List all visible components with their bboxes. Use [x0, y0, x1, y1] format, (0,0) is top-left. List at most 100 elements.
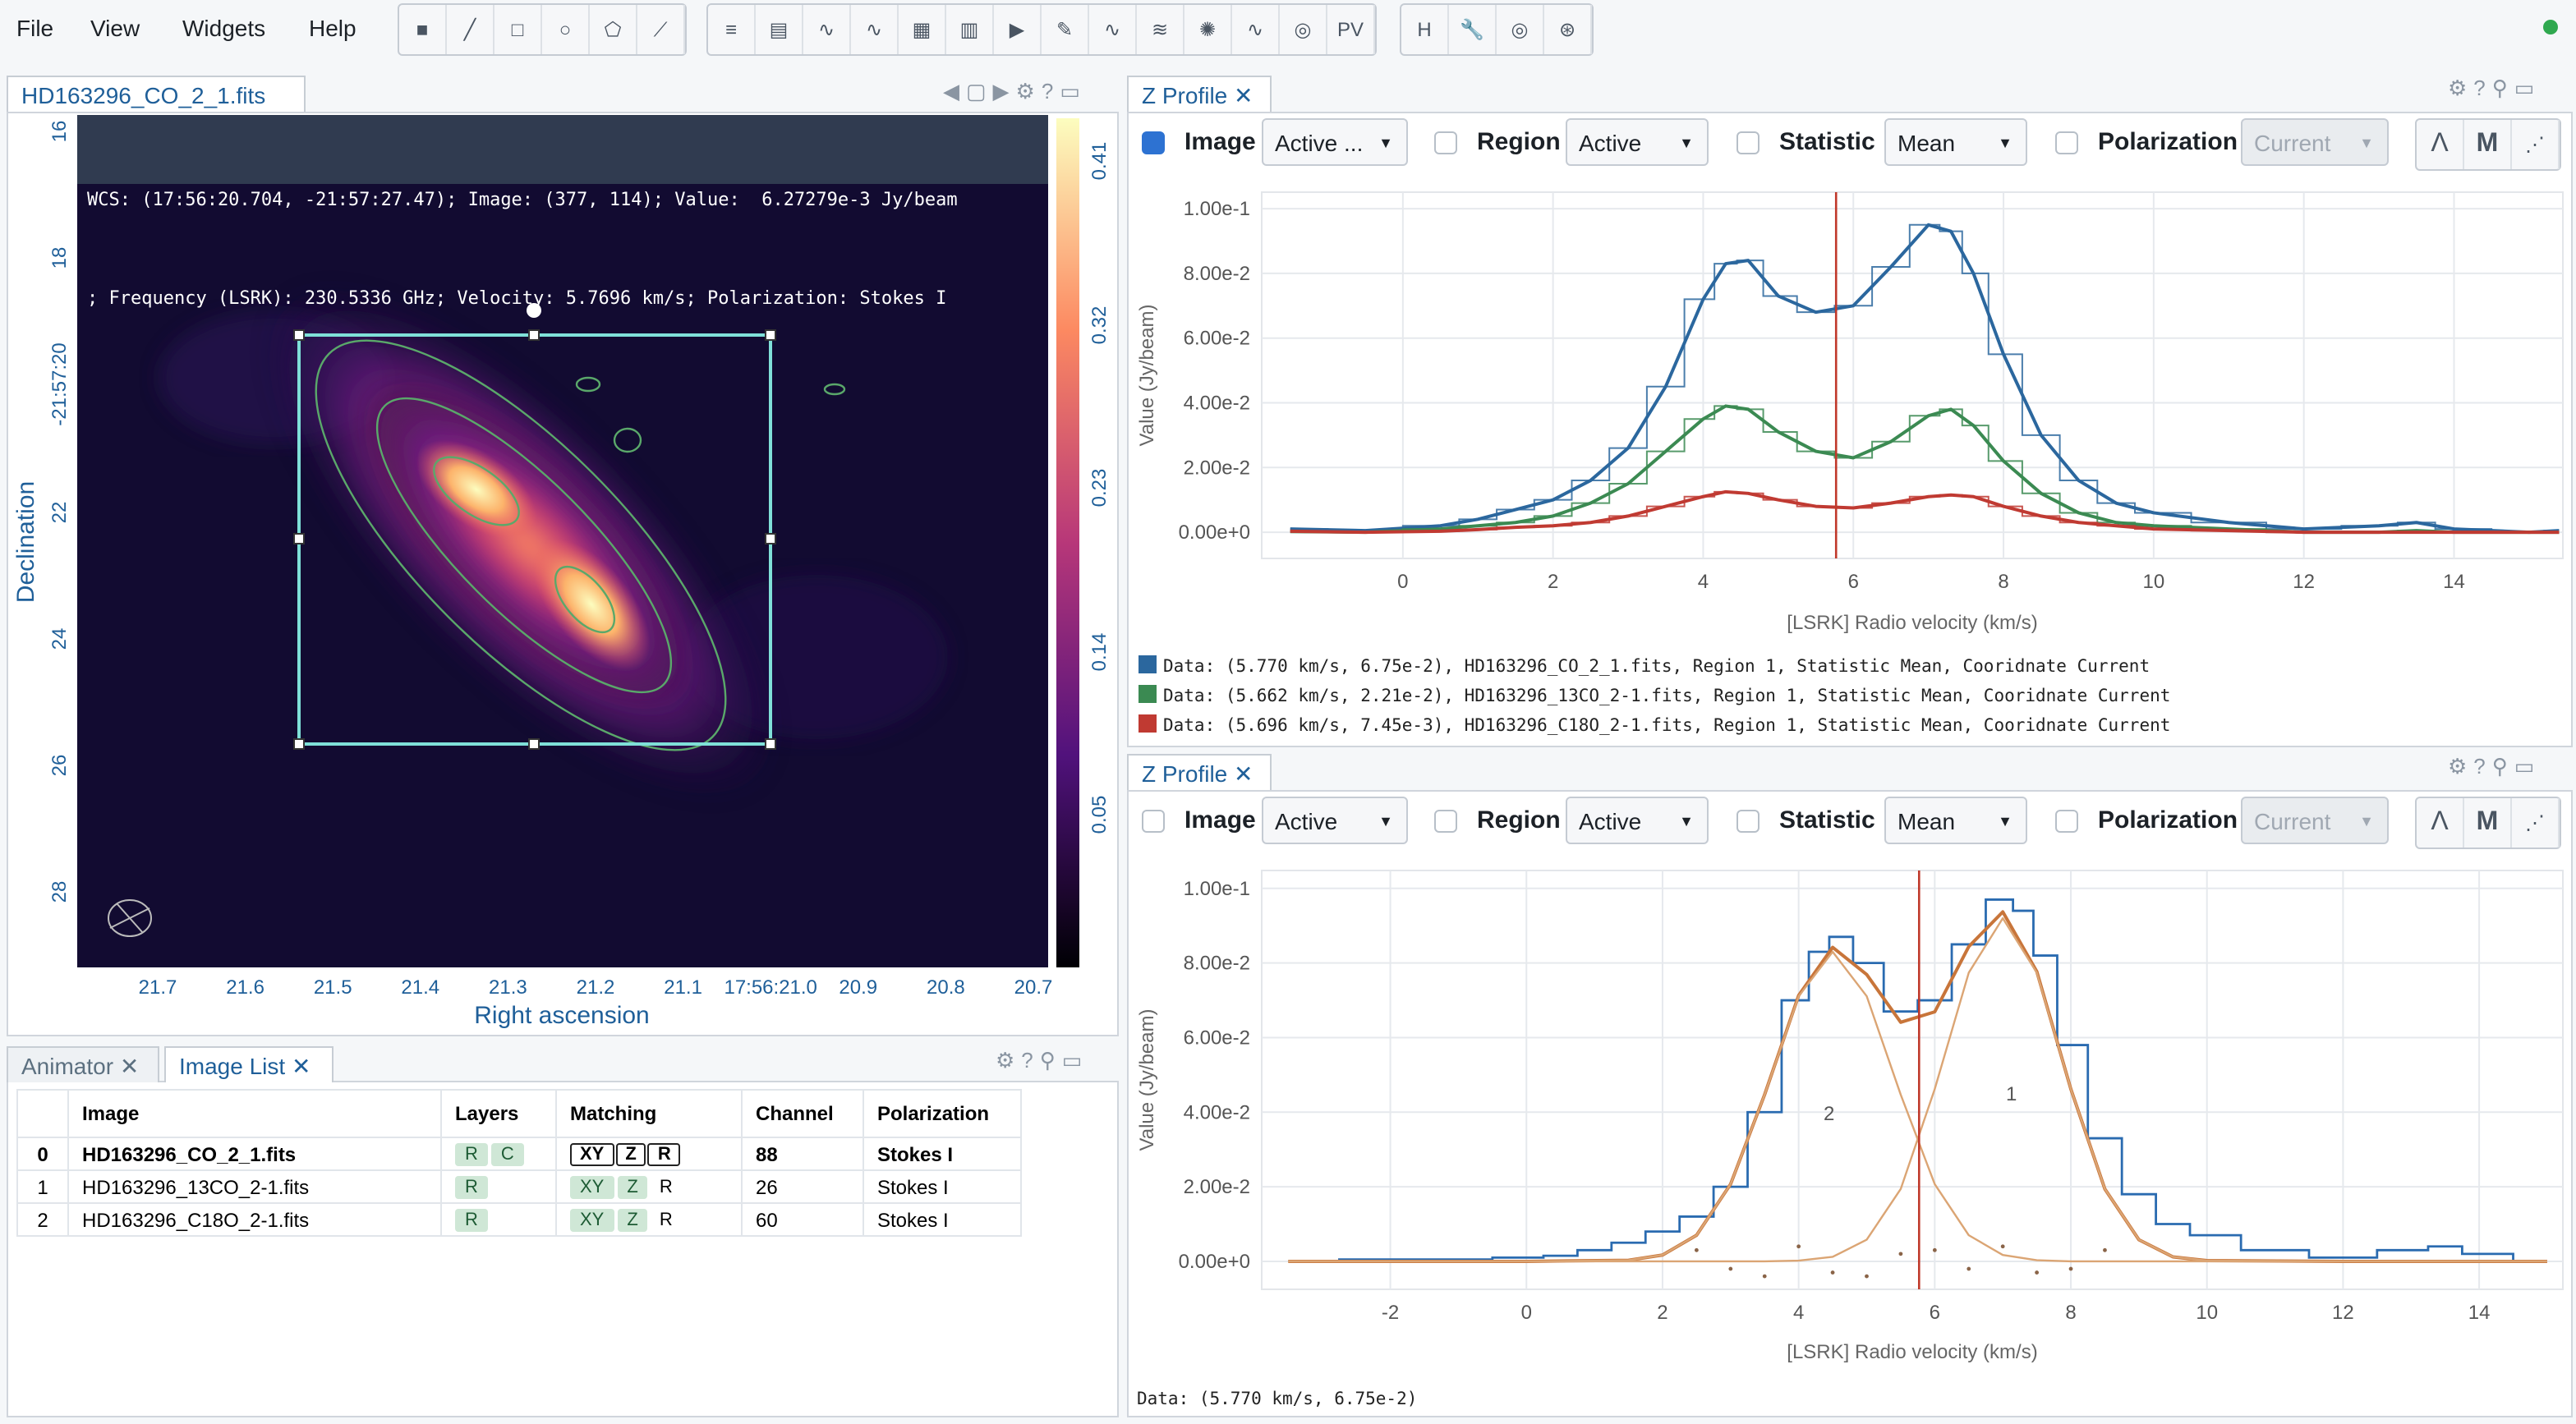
x-tick-label: 12	[2332, 1302, 2354, 1324]
handle[interactable]	[293, 738, 305, 750]
button[interactable]: M	[2464, 798, 2512, 848]
tab-label: Animator	[21, 1053, 114, 1079]
menu-item[interactable]: Widgets	[182, 15, 266, 41]
matching-chip[interactable]: XY	[570, 1209, 614, 1232]
toolbar-button[interactable]: ∿	[1232, 5, 1280, 54]
checkbox[interactable]	[1736, 809, 1760, 832]
handle[interactable]	[528, 738, 540, 750]
control: Statistic	[1736, 118, 1875, 166]
toolbar-button[interactable]: ◎	[1280, 5, 1327, 54]
toolbar-button[interactable]: ⟋	[637, 5, 685, 54]
layer-chip[interactable]: R	[455, 1176, 488, 1199]
dropdown[interactable]: Mean ▼	[1884, 797, 2027, 844]
checkbox[interactable]	[1142, 131, 1165, 154]
menu-item[interactable]: Help	[309, 15, 356, 41]
checkbox[interactable]	[1142, 809, 1165, 832]
matching-chip[interactable]: XY	[570, 1176, 614, 1199]
panel-icons[interactable]: ⚙?⚲▭	[996, 1048, 1089, 1073]
checkbox[interactable]	[2055, 131, 2078, 154]
toolbar-button[interactable]: □	[494, 5, 542, 54]
handle[interactable]	[293, 533, 305, 544]
image-viewer-tab[interactable]: HD163296_CO_2_1.fits	[7, 76, 306, 112]
dropdown-value: Mean	[1898, 807, 1956, 834]
header-cell: Image	[67, 1089, 442, 1138]
toolbar-button[interactable]: ∿	[851, 5, 899, 54]
dropdown[interactable]: Active ▼	[1566, 118, 1709, 166]
layer-chip[interactable]: R	[455, 1143, 488, 1166]
matching-chip[interactable]: Z	[617, 1209, 648, 1232]
table-row[interactable]: 2 HD163296_C18O_2-1.fits R XY Z R 60 Stokes I	[16, 1202, 1022, 1237]
toolbar-button[interactable]: ○	[542, 5, 590, 54]
component-label: 1	[2006, 1083, 2017, 1105]
button[interactable]: ⋰	[2512, 798, 2560, 848]
matching-chip[interactable]: Z	[615, 1143, 646, 1166]
dropdown[interactable]: Mean ▼	[1884, 118, 2027, 166]
x-tick-label: 21.6	[226, 976, 264, 999]
panel-icons[interactable]: ⚙?⚲▭	[2448, 754, 2542, 779]
toolbar-button[interactable]: 🔧	[1449, 5, 1497, 54]
viewer-icons[interactable]: ◀▢▶⚙?▭	[943, 79, 1087, 103]
matching-chip[interactable]: XY	[570, 1143, 614, 1166]
toolbar-button[interactable]: ∿	[803, 5, 851, 54]
menu-item[interactable]: File	[16, 15, 54, 41]
toolbar-button[interactable]: ✎	[1042, 5, 1089, 54]
handle[interactable]	[293, 329, 305, 341]
z-profile-tab[interactable]: Z Profile ✕	[1127, 754, 1272, 790]
toolbar-button[interactable]: ⬠	[590, 5, 637, 54]
caret: ▼	[1378, 812, 1393, 829]
matching-chip[interactable]: Z	[617, 1176, 648, 1199]
button[interactable]: ⋰	[2512, 120, 2560, 169]
image-canvas[interactable]	[77, 115, 1048, 967]
button[interactable]: Λ	[2417, 798, 2464, 848]
toolbar-button[interactable]: ╱	[447, 5, 494, 54]
menu-item[interactable]: View	[90, 15, 140, 41]
toolbar-button[interactable]: ◎	[1497, 5, 1544, 54]
z-profile-tab[interactable]: Z Profile ✕	[1127, 76, 1272, 112]
checkbox[interactable]	[1434, 809, 1457, 832]
checkbox[interactable]	[1736, 131, 1760, 154]
table-row[interactable]: 1 HD163296_13CO_2-1.fits R XY Z R 26 Stokes I	[16, 1169, 1022, 1204]
panel-icons[interactable]: ⚙?⚲▭	[2448, 76, 2542, 100]
toolbar-button[interactable]: ∿	[1089, 5, 1137, 54]
toolbar-button[interactable]: ⊛	[1544, 5, 1592, 54]
matching-chip[interactable]: R	[659, 1210, 673, 1230]
dropdown[interactable]: Active ▼	[1262, 797, 1408, 844]
toolbar-button[interactable]: ✺	[1184, 5, 1232, 54]
handle[interactable]	[765, 533, 776, 544]
toolbar-button[interactable]: ▦	[899, 5, 946, 54]
matching-chip[interactable]: R	[659, 1178, 673, 1197]
matching-chip[interactable]: R	[647, 1143, 681, 1166]
dropdown[interactable]: Active ▼	[1566, 797, 1709, 844]
toolbar-button[interactable]: ≡	[708, 5, 756, 54]
table-row[interactable]: 0 HD163296_CO_2_1.fits R C XY Z R 88 Stokes I	[16, 1137, 1022, 1171]
dropdown[interactable]: Current ▼	[2241, 118, 2389, 166]
channel: 60	[741, 1202, 864, 1237]
contour	[315, 339, 727, 751]
x-tick-label: -2	[1382, 1302, 1399, 1324]
toolbar-button[interactable]: H	[1401, 5, 1449, 54]
handle[interactable]	[765, 738, 776, 750]
button[interactable]: Λ	[2417, 120, 2464, 169]
image-list-tab[interactable]: Image List ✕	[164, 1046, 334, 1082]
toolbar-button[interactable]: ▤	[756, 5, 803, 54]
layer-chip[interactable]: R	[455, 1209, 488, 1232]
checkbox[interactable]	[1434, 131, 1457, 154]
toolbar-button[interactable]: ≋	[1137, 5, 1184, 54]
handle[interactable]	[528, 329, 540, 341]
caret: ▼	[2359, 812, 2374, 829]
checkbox[interactable]	[2055, 809, 2078, 832]
dropdown[interactable]: Current ▼	[2241, 797, 2389, 844]
plot-area	[1261, 870, 2564, 1290]
rotate-handle[interactable]	[527, 303, 541, 318]
dropdown[interactable]: Active ... ▼	[1262, 118, 1408, 166]
toolbar-button[interactable]: ■	[399, 5, 447, 54]
toolbar-button[interactable]: PV	[1327, 5, 1375, 54]
handle[interactable]	[765, 329, 776, 341]
animator-tab[interactable]: Animator ✕	[7, 1046, 159, 1082]
layer-chip[interactable]: C	[490, 1143, 524, 1166]
profile-chart[interactable]: -2 0 2 4 6 8 10 12 140.00e+02.00e-24.00e-26.00e-…	[1127, 851, 2569, 1413]
profile-chart[interactable]: 0 2 4 6 8 10 12 14 0.00e+0 2.00e-2 4.00e-2 6.00e-2 8…	[1127, 171, 2569, 742]
toolbar-button[interactable]: ▥	[946, 5, 994, 54]
button[interactable]: M	[2464, 120, 2512, 169]
toolbar-button[interactable]: ▶	[994, 5, 1042, 54]
